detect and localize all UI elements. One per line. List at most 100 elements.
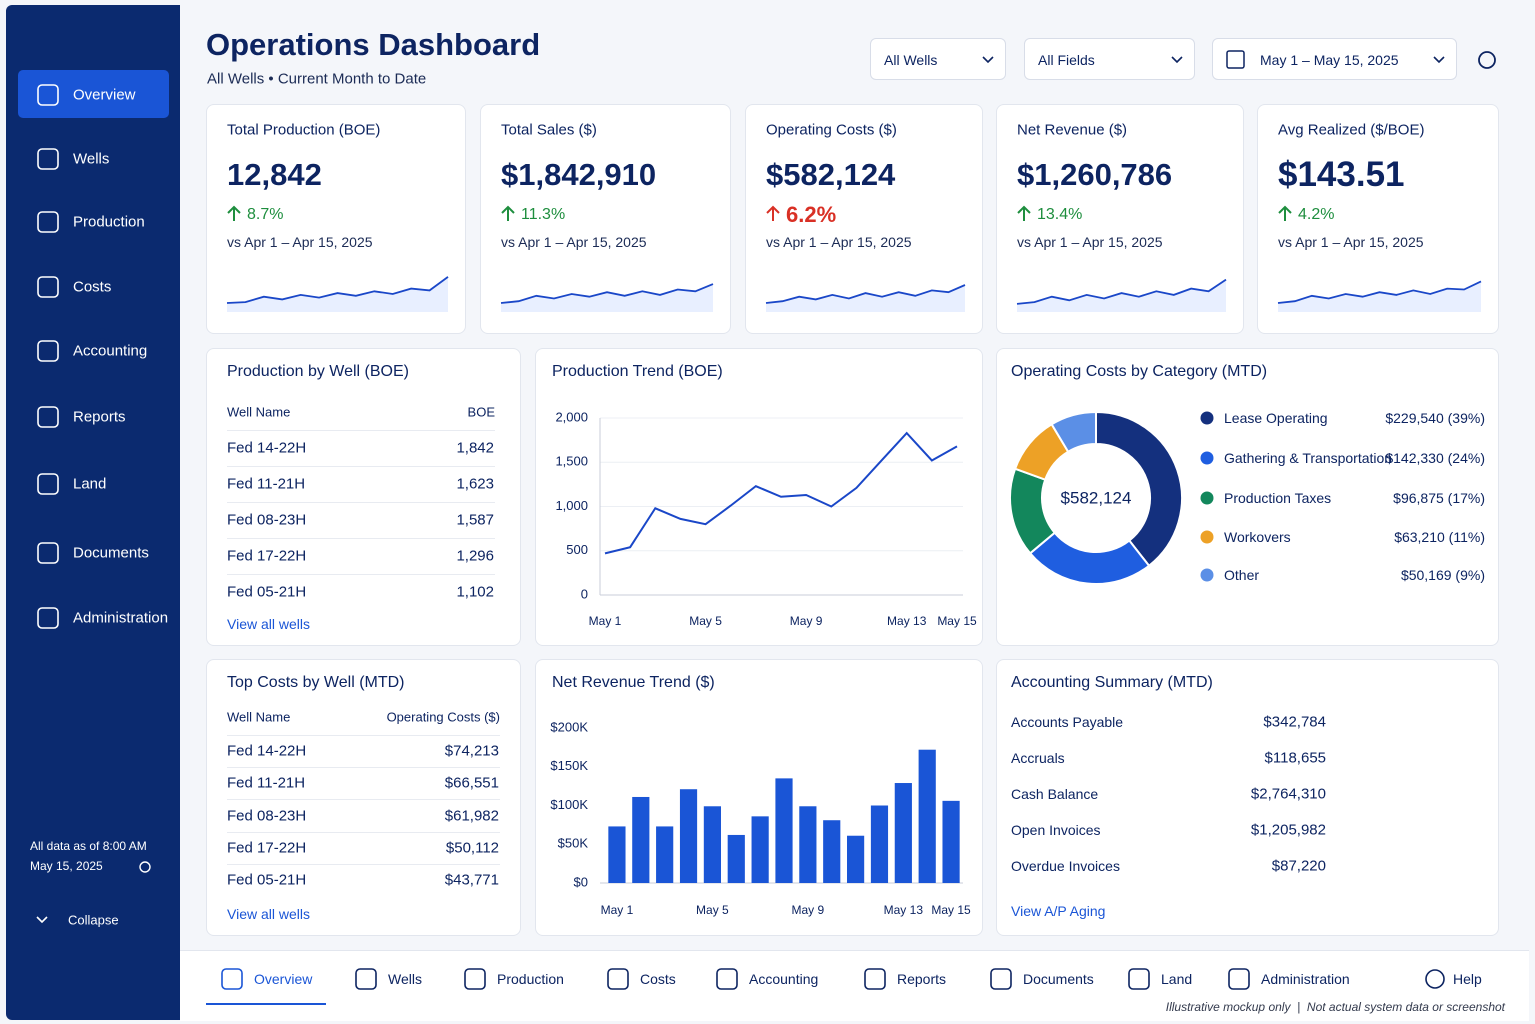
- row-separator: [227, 502, 495, 503]
- kpi-change: 4.2%: [1298, 206, 1335, 223]
- column-header: BOE: [467, 404, 495, 420]
- bottom-nav-item[interactable]: Administration: [1261, 971, 1350, 987]
- well-value: $66,551: [444, 774, 499, 792]
- kpi-comparison: vs Apr 1 – Apr 15, 2025: [1017, 234, 1163, 250]
- kpi-value: $582,124: [766, 157, 896, 192]
- well-value: 1,842: [456, 439, 494, 457]
- kpi-comparison: vs Apr 1 – Apr 15, 2025: [227, 234, 373, 250]
- page-title: Operations Dashboard: [206, 27, 541, 62]
- well-value: 1,102: [456, 583, 494, 601]
- well-value: 1,587: [456, 511, 494, 529]
- filter-dropdown[interactable]: [1024, 38, 1195, 80]
- account-label: Overdue Invoices: [1011, 858, 1120, 874]
- bottom-nav-item[interactable]: Reports: [897, 971, 947, 987]
- legend-label: Workovers: [1224, 529, 1291, 545]
- nav-item[interactable]: Production: [73, 213, 145, 231]
- card-title: Accounting Summary (MTD): [1011, 674, 1213, 691]
- kpi-label: Avg Realized ($/BOE): [1278, 121, 1425, 139]
- well-value: $61,982: [444, 807, 499, 825]
- bottom-nav-item[interactable]: Overview: [254, 971, 313, 987]
- nav-item[interactable]: Reports: [73, 408, 126, 426]
- row-separator: [227, 430, 495, 431]
- account-value: $342,784: [1263, 713, 1326, 731]
- bottom-active-underline: [206, 1003, 326, 1005]
- well-value: $50,112: [445, 839, 499, 857]
- kpi-label: Net Revenue ($): [1017, 121, 1128, 139]
- chart-title: Production Trend (BOE): [552, 363, 723, 380]
- data-status: May 15, 2025: [30, 859, 103, 873]
- well-value: 1,623: [456, 475, 494, 493]
- nav-item[interactable]: Land: [73, 475, 107, 493]
- chart-title: Net Revenue Trend ($): [552, 674, 715, 691]
- legend-value: $63,210 (11%): [1394, 529, 1485, 545]
- well-name: Fed 08-23H: [227, 807, 307, 825]
- view-link[interactable]: View all wells: [227, 616, 310, 632]
- filter-label: May 1 – May 15, 2025: [1260, 52, 1399, 68]
- row-separator: [227, 734, 500, 736]
- kpi-card: [1257, 104, 1499, 334]
- well-name: Fed 05-21H: [227, 871, 307, 889]
- table-card: [206, 659, 521, 936]
- legend-value: $142,330 (24%): [1385, 450, 1485, 466]
- kpi-card: [480, 104, 731, 334]
- bottom-nav-item[interactable]: Wells: [388, 971, 422, 987]
- account-label: Open Invoices: [1011, 822, 1101, 838]
- nav-item[interactable]: Administration: [73, 609, 169, 627]
- row-separator: [227, 767, 500, 769]
- legend-label: Production Taxes: [1224, 490, 1332, 506]
- bottom-nav-item[interactable]: Production: [497, 971, 564, 987]
- nav-item[interactable]: Wells: [73, 150, 110, 168]
- nav-item[interactable]: Overview: [73, 86, 136, 104]
- chart-title: Operating Costs by Category (MTD): [1011, 363, 1268, 380]
- well-name: Fed 14-22H: [227, 439, 307, 457]
- well-name: Fed 05-21H: [227, 583, 307, 601]
- card-title: Production by Well (BOE): [227, 363, 409, 380]
- bottom-nav-item[interactable]: Costs: [640, 971, 676, 987]
- account-label: Accounts Payable: [1011, 714, 1124, 730]
- well-name: Fed 08-23H: [227, 511, 307, 529]
- filter-label: All Fields: [1038, 52, 1095, 68]
- kpi-label: Operating Costs ($): [766, 121, 897, 139]
- view-link[interactable]: View A/P Aging: [1011, 903, 1106, 919]
- column-header: Operating Costs ($): [386, 709, 500, 725]
- well-value: $43,771: [444, 871, 499, 889]
- accounting-card: [996, 659, 1499, 936]
- kpi-comparison: vs Apr 1 – Apr 15, 2025: [766, 234, 912, 250]
- bottom-nav-item[interactable]: Land: [1161, 971, 1193, 987]
- legend-value: $96,875 (17%): [1393, 490, 1485, 506]
- kpi-card: [745, 104, 983, 334]
- legend-label: Gathering & Transportation: [1224, 450, 1393, 466]
- account-value: $1,205,982: [1250, 821, 1326, 839]
- bottom-nav-item[interactable]: Documents: [1023, 971, 1094, 987]
- row-separator: [227, 466, 495, 467]
- kpi-value: $1,260,786: [1017, 157, 1173, 192]
- row-separator: [227, 799, 500, 801]
- account-value: $2,764,310: [1250, 785, 1326, 803]
- nav-item[interactable]: Documents: [73, 544, 149, 562]
- filter-dropdown[interactable]: [1212, 38, 1457, 80]
- legend-value: $50,169 (9%): [1400, 567, 1485, 583]
- kpi-value: $1,842,910: [501, 157, 657, 192]
- footer-note: Illustrative mockup only | Not actual sy…: [1165, 1000, 1505, 1014]
- kpi-comparison: vs Apr 1 – Apr 15, 2025: [1278, 234, 1424, 250]
- page-subtitle: All Wells • Current Month to Date: [207, 70, 427, 88]
- sidebar: [6, 5, 180, 1020]
- kpi-card: [996, 104, 1244, 334]
- legend-label: Lease Operating: [1224, 410, 1328, 426]
- legend-label: Other: [1224, 567, 1260, 583]
- kpi-change: 6.2%: [786, 202, 837, 227]
- chart-card: [996, 348, 1499, 646]
- account-label: Accruals: [1011, 750, 1065, 766]
- kpi-label: Total Sales ($): [501, 121, 597, 139]
- help-link[interactable]: Help: [1453, 971, 1482, 987]
- collapse-button[interactable]: Collapse: [68, 912, 119, 928]
- view-link[interactable]: View all wells: [227, 906, 310, 922]
- kpi-value: 12,842: [227, 157, 322, 192]
- data-status: All data as of 8:00 AM: [30, 839, 147, 853]
- nav-item[interactable]: Costs: [73, 278, 112, 296]
- nav-item[interactable]: Accounting: [73, 342, 148, 360]
- bottom-nav-item[interactable]: Accounting: [749, 971, 819, 987]
- account-label: Cash Balance: [1011, 786, 1099, 802]
- account-value: $118,655: [1264, 749, 1326, 767]
